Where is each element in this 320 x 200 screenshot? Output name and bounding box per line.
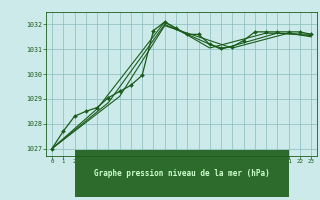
X-axis label: Graphe pression niveau de la mer (hPa): Graphe pression niveau de la mer (hPa)	[94, 169, 269, 178]
